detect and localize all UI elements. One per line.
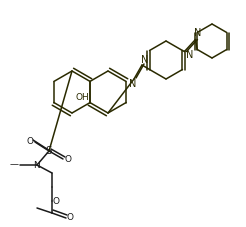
Text: OH: OH — [76, 93, 90, 102]
Text: O: O — [27, 136, 33, 146]
Text: —: — — [10, 160, 18, 170]
Text: N: N — [186, 49, 193, 59]
Text: O: O — [64, 155, 72, 165]
Text: S: S — [46, 146, 52, 156]
Text: N: N — [129, 79, 137, 89]
Text: N: N — [34, 160, 40, 170]
Text: N: N — [194, 29, 201, 39]
Text: O: O — [52, 197, 60, 205]
Text: N: N — [141, 55, 149, 65]
Text: O: O — [66, 214, 74, 222]
